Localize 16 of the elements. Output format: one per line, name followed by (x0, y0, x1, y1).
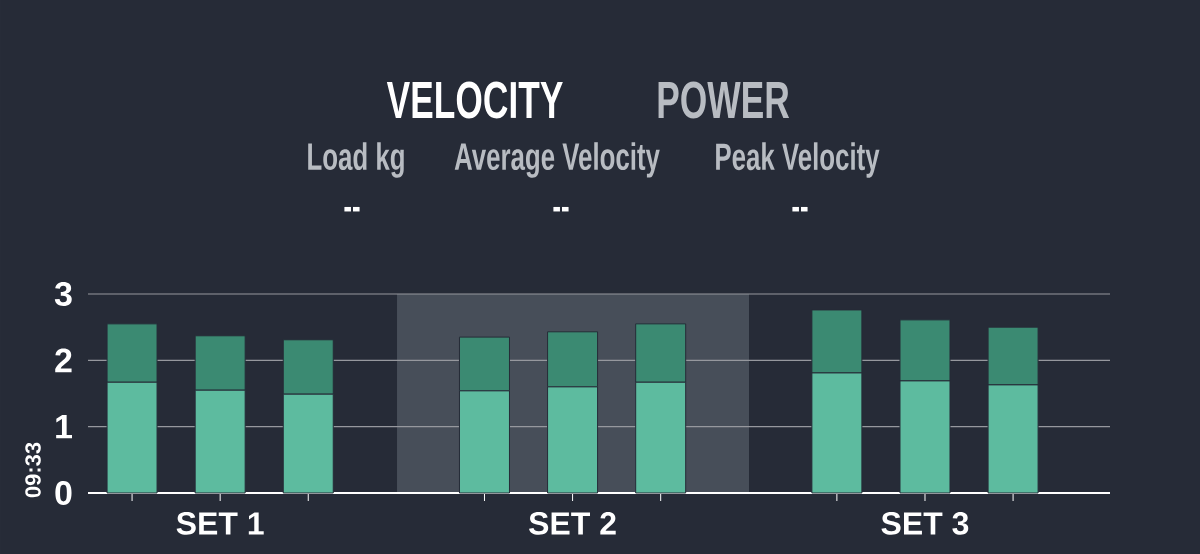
y-tick-label: 1 (56, 414, 72, 439)
text: -- (553, 206, 569, 212)
text: Peak Velocity (716, 142, 880, 178)
y-tick-label: 2 (55, 348, 72, 373)
y-tick-label: 0 (55, 480, 72, 506)
x-tick-label: SET 1 (176, 512, 264, 535)
text: -- (792, 206, 808, 212)
text: 09:33 (25, 442, 41, 498)
text: Average Velocity (454, 142, 660, 178)
text: Load kg (308, 142, 404, 178)
x-tick-label: SET 3 (881, 512, 969, 535)
x-tick-label: SET 2 (529, 512, 616, 535)
chart-title: VELOCITY (386, 81, 563, 119)
text: POWER (658, 81, 790, 119)
text: -- (344, 206, 360, 212)
y-tick-label: 3 (54, 281, 72, 307)
